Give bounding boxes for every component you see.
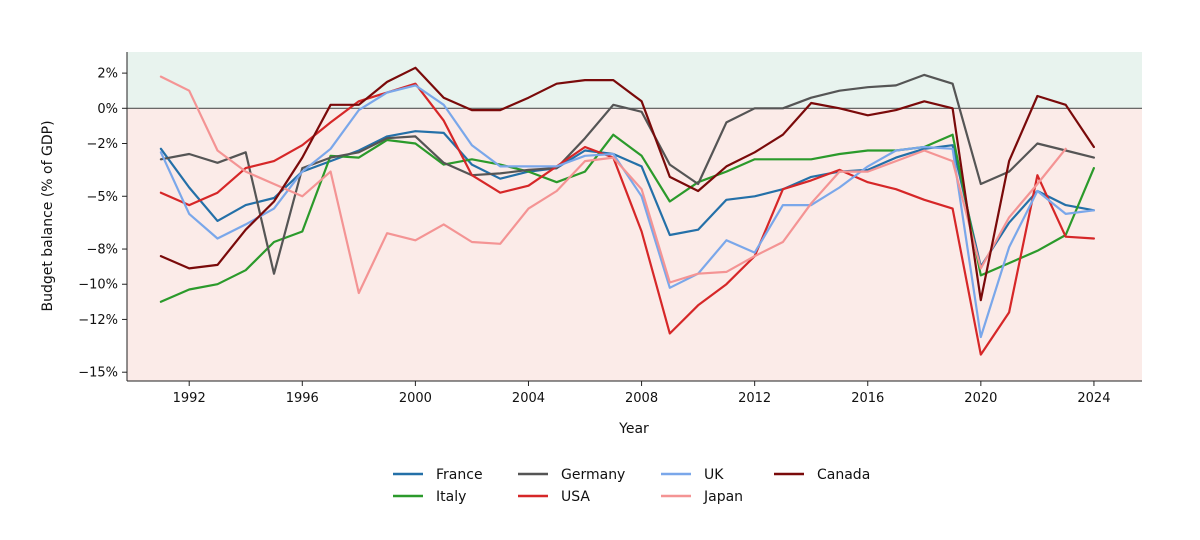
y-tick-label: −5% <box>86 190 118 205</box>
x-axis: 1992 1996 2000 2004 2008 2012 2016 2020 2024 <box>127 380 1142 406</box>
y-tick-label: −10% <box>78 278 118 293</box>
x-tick-label: 2012 <box>738 391 771 406</box>
x-tick-label: 2000 <box>399 391 432 406</box>
x-tick-label: 2024 <box>1077 391 1110 406</box>
x-tick-label: 1996 <box>286 391 319 406</box>
y-tick-label: −15% <box>78 366 118 381</box>
y-tick-label: −12% <box>78 313 118 328</box>
y-axis: 2% 0% −2% −5% −8% −10% −12% −15% <box>78 52 128 381</box>
series-line-germany <box>159 73 1096 275</box>
series-line-uk <box>159 84 1096 339</box>
y-tick-label: −2% <box>86 137 118 152</box>
x-axis-title: Year <box>618 421 649 437</box>
y-tick-label: 0% <box>97 102 118 117</box>
y-axis-title: Budget balance (% of GDP) <box>40 120 56 311</box>
x-tick-label: 2020 <box>964 391 997 406</box>
plot-area <box>127 52 1142 381</box>
series-line-usa <box>159 82 1096 356</box>
y-tick-label: −8% <box>86 243 118 258</box>
legend-label-uk: UK <box>704 467 724 483</box>
x-tick-label: 1992 <box>173 391 206 406</box>
series-line-italy <box>159 133 1096 303</box>
legend: France Italy Germany USA UK Japan Canada <box>393 467 870 505</box>
x-tick-label: 2008 <box>625 391 658 406</box>
x-tick-label: 2004 <box>512 391 545 406</box>
series-line-japan <box>159 75 1067 295</box>
legend-label-usa: USA <box>561 489 590 505</box>
series-line-canada <box>159 66 1096 302</box>
surplus-region <box>127 52 1142 109</box>
y-tick-label: 2% <box>97 67 118 82</box>
x-tick-label: 2016 <box>851 391 884 406</box>
series-lines <box>159 66 1096 356</box>
legend-label-italy: Italy <box>436 489 466 505</box>
legend-label-germany: Germany <box>561 467 625 483</box>
legend-label-france: France <box>436 467 483 483</box>
legend-label-japan: Japan <box>703 489 743 505</box>
legend-label-canada: Canada <box>817 467 870 483</box>
